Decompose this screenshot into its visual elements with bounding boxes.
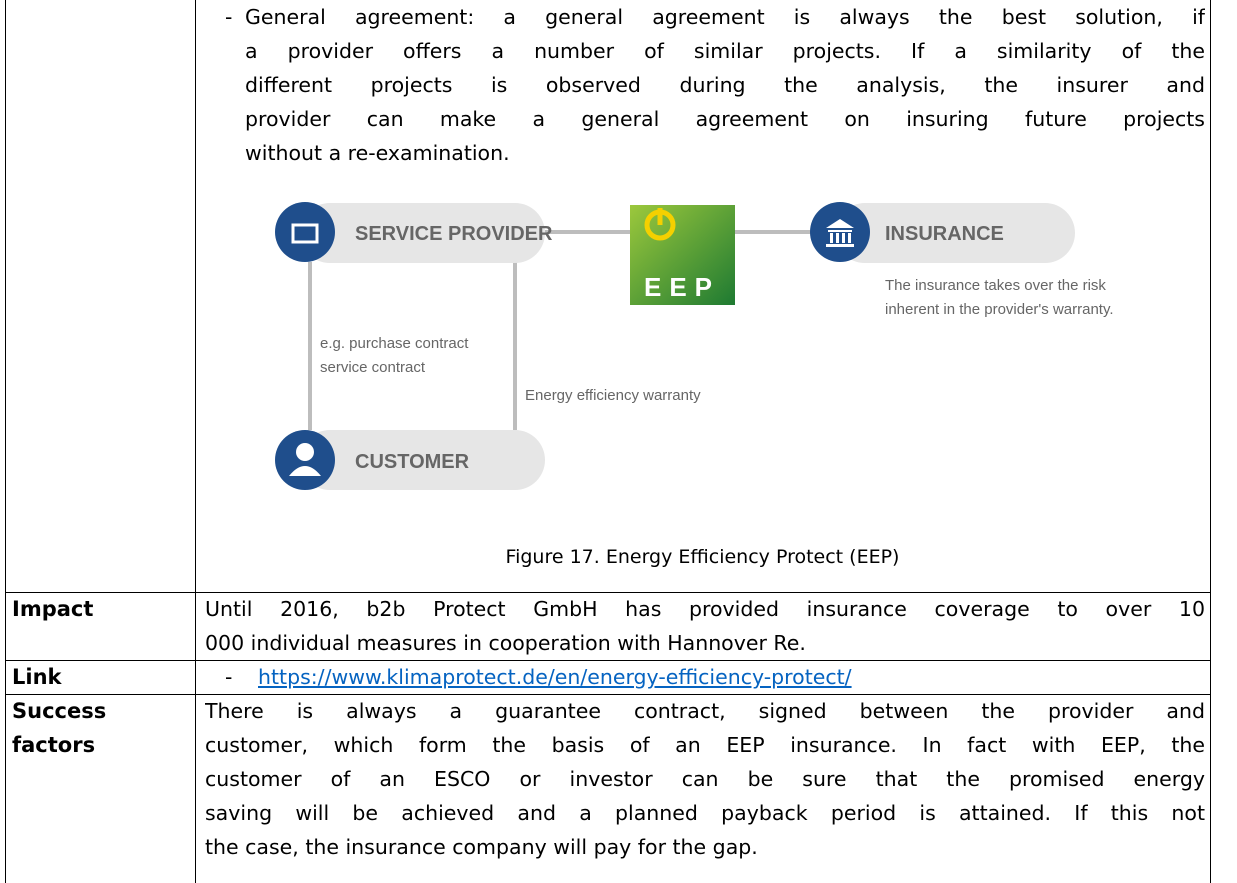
icon	[291, 223, 319, 244]
annotation: service contract	[320, 359, 426, 376]
row-label: Success	[12, 699, 107, 723]
text-line: Until 2016, b2b Protect GmbH has provide…	[205, 597, 1205, 621]
node-pill	[300, 203, 545, 263]
icon	[826, 219, 854, 247]
icon	[296, 443, 314, 461]
text-line: saving will be achieved and a planned pa…	[205, 801, 1205, 825]
row-label: Impact	[12, 597, 94, 621]
node-pill	[300, 430, 545, 490]
link[interactable]: https://www.klimaprotect.de/en/energy-ef…	[258, 665, 852, 689]
bullet: -	[225, 5, 233, 29]
row-label: Link	[12, 665, 62, 689]
icon	[289, 466, 321, 476]
text-line: There is always a guarantee contract, si…	[205, 699, 1205, 723]
text-line: provider can make a general agreement on…	[245, 107, 1205, 131]
node-pill	[835, 203, 1075, 263]
node-label: CUSTOMER	[355, 451, 470, 473]
annotation: inherent in the provider's warranty.	[885, 301, 1114, 318]
text-line: 000 individual measures in cooperation w…	[205, 631, 806, 655]
text-line: customer of an ESCO or investor can be s…	[205, 767, 1205, 791]
text-line: without a re-examination.	[245, 141, 510, 165]
text-line: General agreement: a general agreement i…	[245, 5, 1205, 29]
border	[195, 0, 196, 883]
border	[5, 0, 6, 883]
node-icon	[275, 202, 335, 262]
connectors	[308, 230, 815, 430]
border	[1210, 0, 1211, 883]
eep-label: EEP	[644, 272, 720, 302]
border	[5, 660, 1211, 661]
annotation: e.g. purchase contract	[320, 335, 469, 352]
text-line: customer, which form the basis of an EEP…	[205, 733, 1205, 757]
node-label: SERVICE PROVIDER	[355, 223, 553, 245]
text-line: a provider offers a number of similar pr…	[245, 39, 1205, 63]
annotation: The insurance takes over the risk	[885, 277, 1106, 294]
text-line: different projects is observed during th…	[245, 73, 1205, 97]
text-line: the case, the insurance company will pay…	[205, 835, 758, 859]
annotation: Energy efficiency warranty	[525, 387, 701, 404]
node-label: INSURANCE	[885, 223, 1004, 245]
caption: Figure 17. Energy Efficiency Protect (EE…	[505, 546, 900, 568]
border	[5, 694, 1211, 695]
border	[5, 592, 1211, 593]
row-label: factors	[12, 733, 96, 757]
bullet: -	[225, 665, 233, 689]
